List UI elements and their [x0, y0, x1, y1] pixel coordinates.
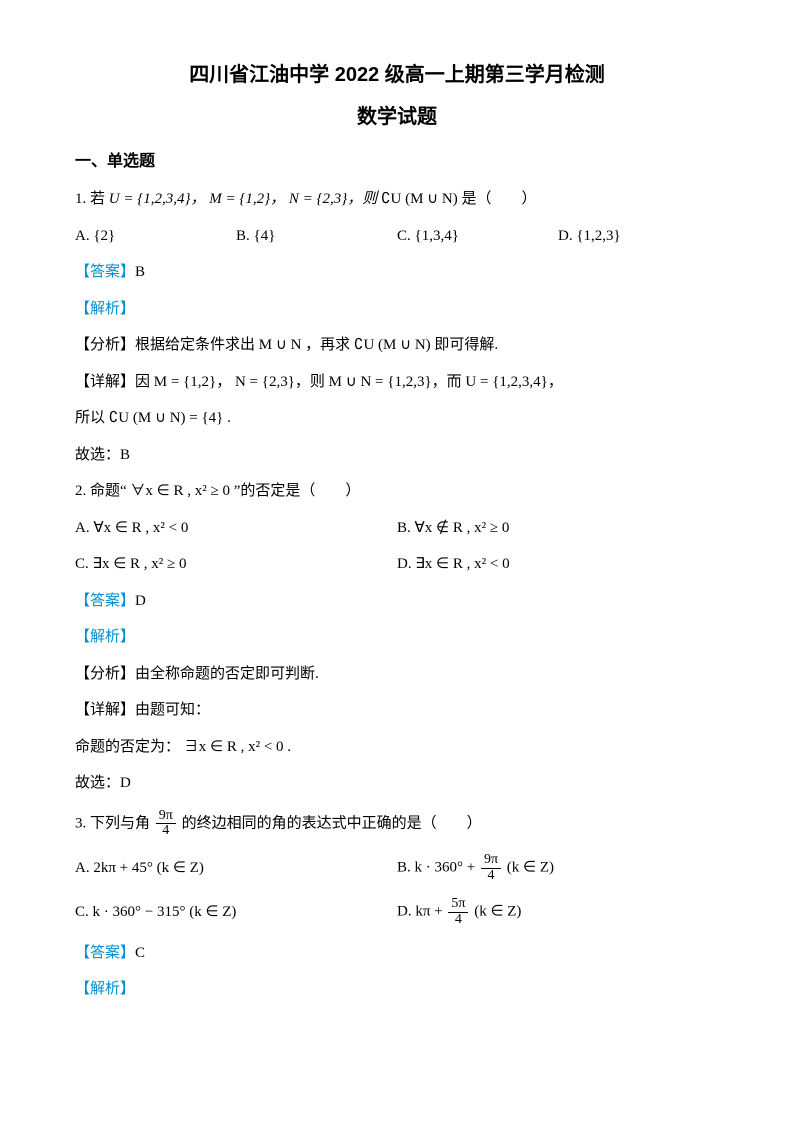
q3-options-row1: A. 2kπ + 45° (k ∈ Z) B. k · 360° + 9π4 (… [75, 853, 719, 883]
q3-frac-num: 9π [156, 809, 176, 825]
q3-frac-den: 4 [156, 824, 176, 839]
q2-options-row1: A. ∀x ∈ R , x² < 0 B. ∀x ∉ R , x² ≥ 0 [75, 517, 719, 540]
q1-options: A. {2} B. {4} C. {1,3,4} D. {1,2,3} [75, 225, 719, 248]
q2-answer-value: D [135, 593, 146, 609]
q2-answer: 【答案】D [75, 590, 719, 613]
q2-xiangjie: 【详解】由题可知： [75, 699, 719, 722]
q3-opt-c: C. k · 360° − 315° (k ∈ Z) [75, 901, 397, 924]
answer-label: 【答案】 [75, 945, 135, 961]
q1-suoyi: 所以 ∁U (M ∪ N) = {4} . [75, 407, 719, 430]
q3-answer-value: C [135, 945, 145, 961]
q1-xiangjie: 【详解】因 M = {1,2}， N = {2,3}，则 M ∪ N = {1,… [75, 371, 719, 394]
q3-opt-d-pre: D. kπ + [397, 904, 446, 920]
q2-guxuan: 故选：D [75, 772, 719, 795]
q2-jiexi: 【解析】 [75, 626, 719, 649]
answer-label: 【答案】 [75, 593, 135, 609]
q2-opt-d: D. ∃x ∈ R , x² < 0 [397, 553, 719, 576]
q1-sets: U = {1,2,3,4}， M = {1,2}， N = {2,3}，则 [109, 191, 377, 207]
q1-answer: 【答案】B [75, 261, 719, 284]
q1-jiexi: 【解析】 [75, 298, 719, 321]
q3-opt-a: A. 2kπ + 45° (k ∈ Z) [75, 857, 397, 880]
answer-label: 【答案】 [75, 264, 135, 280]
q3-d-num: 5π [448, 897, 468, 913]
q3-stem: 3. 下列与角 9π 4 的终边相同的角的表达式中正确的是（ ） [75, 809, 719, 839]
q3-d-den: 4 [448, 913, 468, 928]
q3-opt-b-suf: (k ∈ Z) [503, 860, 554, 876]
q3-b-num: 9π [481, 853, 501, 869]
q3-opt-d-suf: (k ∈ Z) [470, 904, 521, 920]
section-heading: 一、单选题 [75, 150, 719, 174]
q3-opt-d: D. kπ + 5π4 (k ∈ Z) [397, 897, 719, 927]
q3-frac: 9π 4 [156, 809, 176, 839]
q1-opt-c: C. {1,3,4} [397, 225, 558, 248]
q3-d-frac: 5π4 [448, 897, 468, 927]
q1-stem-prefix: 1. 若 [75, 191, 105, 207]
q1-opt-b: B. {4} [236, 225, 397, 248]
q1-stem: 1. 若 U = {1,2,3,4}， M = {1,2}， N = {2,3}… [75, 188, 719, 211]
q2-options-row2: C. ∃x ∈ R , x² ≥ 0 D. ∃x ∈ R , x² < 0 [75, 553, 719, 576]
q3-jiexi: 【解析】 [75, 978, 719, 1001]
q2-opt-b: B. ∀x ∉ R , x² ≥ 0 [397, 517, 719, 540]
q2-stem: 2. 命题“ ∀x ∈ R , x² ≥ 0 ”的否定是（ ） [75, 480, 719, 503]
q2-opt-c: C. ∃x ∈ R , x² ≥ 0 [75, 553, 397, 576]
q2-opt-a: A. ∀x ∈ R , x² < 0 [75, 517, 397, 540]
q1-answer-value: B [135, 264, 145, 280]
q1-guxuan: 故选：B [75, 444, 719, 467]
q3-stem-prefix: 3. 下列与角 [75, 815, 150, 831]
q1-stem-suffix: ∁U (M ∪ N) 是（ ） [381, 191, 537, 207]
q3-options-row2: C. k · 360° − 315° (k ∈ Z) D. kπ + 5π4 (… [75, 897, 719, 927]
q3-b-den: 4 [481, 869, 501, 884]
q1-opt-a: A. {2} [75, 225, 236, 248]
q3-opt-b: B. k · 360° + 9π4 (k ∈ Z) [397, 853, 719, 883]
q1-opt-d: D. {1,2,3} [558, 225, 719, 248]
q2-negline: 命题的否定为： ∃x ∈ R , x² < 0 . [75, 736, 719, 759]
q1-fenxi: 【分析】根据给定条件求出 M ∪ N ，再求 ∁U (M ∪ N) 即可得解. [75, 334, 719, 357]
q3-answer: 【答案】C [75, 942, 719, 965]
q3-opt-b-pre: B. k · 360° + [397, 860, 479, 876]
q3-b-frac: 9π4 [481, 853, 501, 883]
page-subtitle: 数学试题 [75, 102, 719, 132]
page-title: 四川省江油中学 2022 级高一上期第三学月检测 [75, 60, 719, 90]
q2-fenxi: 【分析】由全称命题的否定即可判断. [75, 663, 719, 686]
q3-stem-suffix: 的终边相同的角的表达式中正确的是（ ） [182, 815, 482, 831]
